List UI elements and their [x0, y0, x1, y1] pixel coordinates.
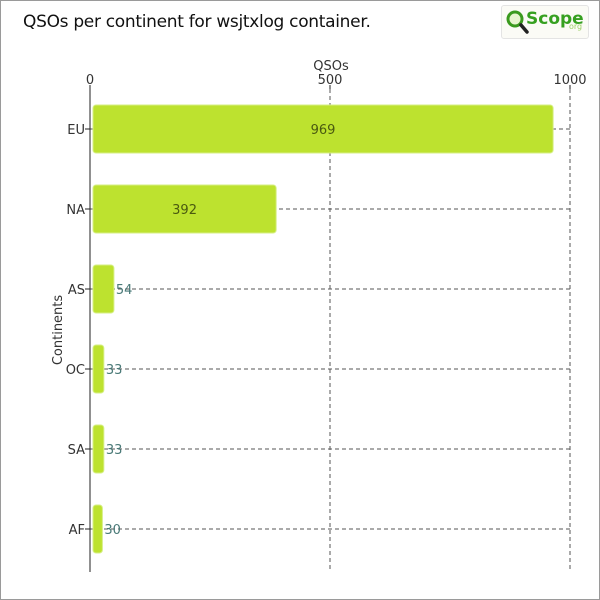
- bars: 969 392 54 33 33 30: [92, 104, 554, 554]
- bar-eu: [92, 104, 554, 154]
- bar-as: [92, 264, 115, 314]
- y-tick-label: AF: [69, 523, 85, 538]
- logo-text: Scope: [526, 9, 584, 29]
- value-label-oc: 33: [106, 363, 123, 378]
- chart-title: QSOs per continent for wsjtxlog containe…: [23, 12, 371, 32]
- y-tick-label: NA: [66, 203, 85, 218]
- logo-subtext: org: [569, 22, 583, 31]
- y-axis-title: Continents: [51, 295, 66, 366]
- bar-sa: [92, 424, 105, 474]
- value-label-sa: 33: [106, 443, 123, 458]
- bar-na: [92, 184, 277, 234]
- y-tick-label: SA: [68, 443, 85, 458]
- y-tick-label: EU: [67, 123, 85, 138]
- magnifier-icon: [506, 10, 529, 34]
- x-tick-label: 1000: [553, 73, 586, 88]
- y-tick-label: OC: [66, 363, 85, 378]
- qscope-logo: Scope org: [501, 5, 589, 39]
- x-tick-label: 500: [318, 73, 343, 88]
- x-tick-label: 0: [86, 73, 94, 88]
- y-ticks: EU NA AS OC SA AF: [66, 123, 90, 538]
- value-label-na: 392: [172, 203, 197, 218]
- value-label-as: 54: [116, 283, 133, 298]
- grid-lines: [90, 89, 571, 572]
- x-ticks: 0 500 1000: [86, 73, 587, 89]
- bar-oc: [92, 344, 105, 394]
- y-tick-label: AS: [68, 283, 85, 298]
- value-label-eu: 969: [311, 123, 336, 138]
- bar-af: [92, 504, 103, 554]
- value-label-af: 30: [104, 523, 121, 538]
- x-axis-title: QSOs: [313, 59, 349, 74]
